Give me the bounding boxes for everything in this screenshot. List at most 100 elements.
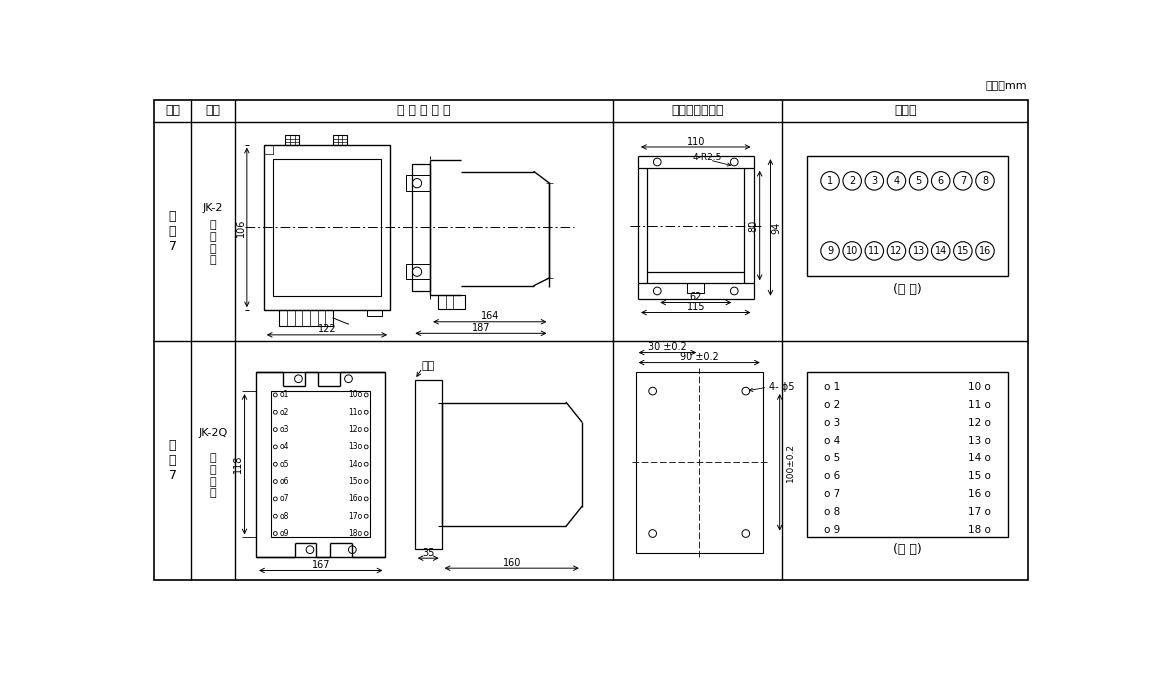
Text: o 7: o 7 <box>824 489 840 499</box>
Bar <box>272 391 371 537</box>
Text: 4-R2.5: 4-R2.5 <box>693 153 722 162</box>
Text: 12o: 12o <box>349 425 363 434</box>
Text: 14 o: 14 o <box>968 454 991 464</box>
Text: o2: o2 <box>280 408 289 417</box>
Bar <box>807 156 1007 275</box>
Text: 167: 167 <box>312 560 330 570</box>
Text: JK-2Q: JK-2Q <box>198 429 228 438</box>
Text: 8: 8 <box>982 176 988 186</box>
Text: o3: o3 <box>280 425 289 434</box>
Text: 115: 115 <box>686 302 706 312</box>
Bar <box>406 264 430 279</box>
Text: o 2: o 2 <box>824 400 840 410</box>
Text: o 4: o 4 <box>824 435 840 446</box>
Text: 90 ±0.2: 90 ±0.2 <box>680 352 718 362</box>
Bar <box>406 176 430 191</box>
Text: o5: o5 <box>280 460 289 468</box>
Text: o 3: o 3 <box>824 418 840 428</box>
Text: 16 o: 16 o <box>968 489 991 499</box>
Bar <box>285 135 299 145</box>
Text: 外 形 尺 寸 图: 外 形 尺 寸 图 <box>397 104 451 117</box>
Text: 94: 94 <box>771 221 782 234</box>
Text: 板
后
接
线: 板 后 接 线 <box>209 221 216 265</box>
Text: 3: 3 <box>871 176 877 186</box>
Text: 2: 2 <box>849 176 855 186</box>
Text: 13: 13 <box>913 246 924 256</box>
Text: 11 o: 11 o <box>968 400 991 410</box>
Text: 4- ϕ5: 4- ϕ5 <box>769 382 794 392</box>
Text: o9: o9 <box>280 529 289 538</box>
Text: 底座: 底座 <box>421 361 434 371</box>
Bar <box>635 371 763 553</box>
Text: 17 o: 17 o <box>968 507 991 517</box>
Text: 35: 35 <box>422 548 434 558</box>
Text: 12 o: 12 o <box>968 418 991 428</box>
Text: 118: 118 <box>234 455 243 473</box>
Text: o7: o7 <box>280 495 289 503</box>
Text: o 1: o 1 <box>824 382 840 392</box>
Text: 62: 62 <box>689 292 702 302</box>
Text: 10: 10 <box>846 246 859 256</box>
Text: 187: 187 <box>472 323 490 333</box>
Text: JK-2: JK-2 <box>203 203 223 213</box>
Bar <box>280 310 333 326</box>
Text: 17o: 17o <box>348 511 363 521</box>
Text: 18o: 18o <box>349 529 363 538</box>
Text: 10o: 10o <box>348 390 363 399</box>
Text: 附
图
7: 附 图 7 <box>168 210 176 253</box>
Bar <box>273 159 381 296</box>
Text: 12: 12 <box>890 246 902 256</box>
Bar <box>256 371 386 557</box>
Bar <box>264 145 390 310</box>
Bar <box>367 310 382 316</box>
Text: 9: 9 <box>826 246 833 256</box>
Text: o 8: o 8 <box>824 507 840 517</box>
Text: o4: o4 <box>280 442 289 452</box>
Text: 14: 14 <box>935 246 947 256</box>
Text: 1: 1 <box>826 176 833 186</box>
Text: o1: o1 <box>280 390 289 399</box>
Text: 结构: 结构 <box>206 104 221 117</box>
Text: 5: 5 <box>915 176 922 186</box>
Bar <box>414 380 442 549</box>
Text: o8: o8 <box>280 511 289 521</box>
Text: 30 ±0.2: 30 ±0.2 <box>648 342 687 352</box>
Text: 4: 4 <box>893 176 899 186</box>
Text: 10 o: 10 o <box>968 382 991 392</box>
Text: 单位：mm: 单位：mm <box>985 81 1027 91</box>
Text: o 5: o 5 <box>824 454 840 464</box>
Bar <box>437 295 465 309</box>
Text: 164: 164 <box>481 312 500 322</box>
Text: 图号: 图号 <box>165 104 180 117</box>
Text: 13 o: 13 o <box>968 435 991 446</box>
Text: 80: 80 <box>748 219 759 232</box>
Text: (正 视): (正 视) <box>893 543 922 556</box>
Bar <box>333 135 346 145</box>
Text: 11: 11 <box>868 246 881 256</box>
Text: 11o: 11o <box>349 408 363 417</box>
Text: 16: 16 <box>978 246 991 256</box>
Text: 13o: 13o <box>348 442 363 452</box>
Text: 16o: 16o <box>348 495 363 503</box>
Text: 100±0.2: 100±0.2 <box>786 443 795 482</box>
Text: 附
图
7: 附 图 7 <box>168 439 176 482</box>
Text: 160: 160 <box>503 558 521 568</box>
Bar <box>687 283 704 293</box>
Text: 106: 106 <box>236 218 245 237</box>
Bar <box>807 371 1007 537</box>
Text: 122: 122 <box>318 324 336 334</box>
Text: 15o: 15o <box>348 477 363 486</box>
Text: 端子图: 端子图 <box>894 104 916 117</box>
Bar <box>412 164 430 291</box>
Text: o6: o6 <box>280 477 289 486</box>
Text: (背 视): (背 视) <box>893 283 922 296</box>
Text: 14o: 14o <box>348 460 363 468</box>
Text: 18 o: 18 o <box>968 525 991 534</box>
Text: o 6: o 6 <box>824 471 840 481</box>
Text: 板
前
接
线: 板 前 接 线 <box>209 454 216 498</box>
Text: 安装开孔尺寸图: 安装开孔尺寸图 <box>671 104 724 117</box>
Text: 110: 110 <box>687 137 704 147</box>
Text: o 9: o 9 <box>824 525 840 534</box>
Text: 7: 7 <box>960 176 966 186</box>
Text: 15: 15 <box>956 246 969 256</box>
